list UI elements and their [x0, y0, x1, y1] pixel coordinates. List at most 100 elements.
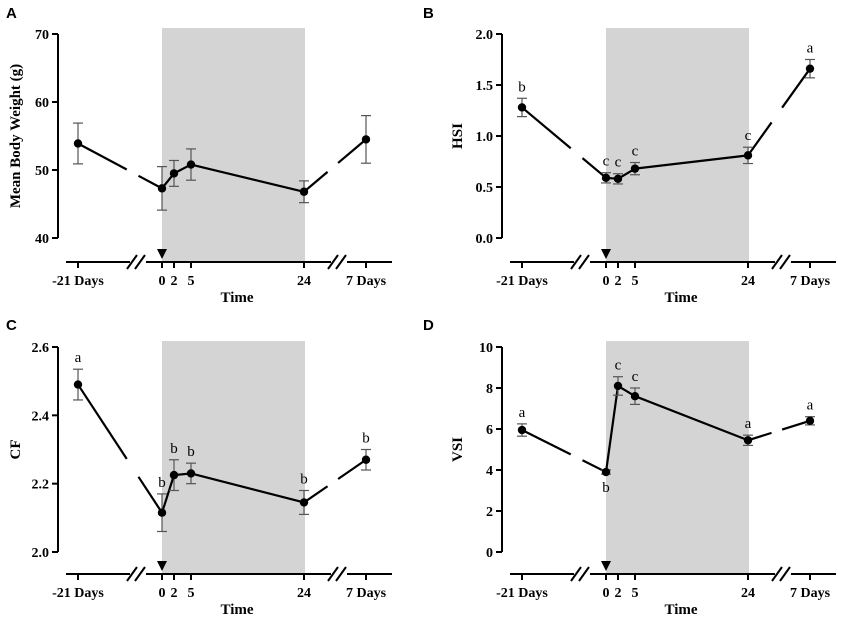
panel-b-x-axis-title: Time — [664, 290, 697, 306]
panel-a-y-tick-label: 70 — [35, 28, 49, 43]
panel-d-significance-label: a — [745, 416, 752, 432]
panel-d-x-tick-label: 0 — [603, 586, 610, 601]
panel-a-x-tick-label: -21 Days — [52, 274, 104, 289]
panel-d-x-tick-label: -21 Days — [496, 586, 548, 601]
panel-c-y-tick-label: 2.2 — [32, 478, 50, 493]
panel-b-shaded-region — [606, 28, 749, 262]
panel-a-data-point — [169, 169, 179, 178]
panel-a-y-tick-label: 60 — [35, 96, 49, 111]
panel-b-axis-break-mark — [771, 254, 783, 270]
panel-b-axis-break-mark — [779, 254, 791, 270]
panel-c-x-tick-label: 0 — [159, 586, 166, 601]
panel-b-y-tick-label: 0.0 — [476, 232, 494, 247]
panel-b-significance-label: c — [745, 128, 752, 144]
panel-b-significance-label: c — [603, 154, 610, 170]
panel-a-series-line — [303, 171, 329, 193]
panel-c-data-point — [186, 469, 196, 478]
panel-b-data-point — [613, 174, 623, 184]
panel-a-exposure-marker-icon — [157, 249, 167, 259]
panel-c-significance-label: a — [75, 350, 82, 366]
panel-d-letter: D — [423, 317, 434, 334]
panel-c-y-tick-label: 2.0 — [32, 546, 50, 561]
panel-a-series-line — [137, 174, 163, 190]
panel-d-x-tick-label: 7 Days — [790, 586, 831, 601]
panel-c-data-point — [73, 380, 83, 389]
panel-c-letter: C — [6, 317, 17, 334]
panel-b-y-tick-label: 1.5 — [476, 79, 494, 94]
panel-d-data-point — [630, 392, 640, 401]
panel-b-y-tick-label: 0.5 — [476, 181, 494, 196]
panel-b-y-tick-label: 1.0 — [476, 130, 494, 145]
panel-d-y-tick-label: 0 — [486, 546, 493, 561]
panel-c-significance-label: b — [300, 472, 308, 488]
panel-c-x-tick-label: -21 Days — [52, 586, 104, 601]
panel-c-axis-break-mark — [126, 566, 138, 582]
panel-a-y-tick-label: 40 — [35, 232, 49, 247]
panel-b-data-point — [517, 103, 527, 112]
panel-a-axis-break-mark — [126, 254, 138, 270]
panel-b-y-axis-title: HSI — [450, 123, 466, 149]
panel-a-shaded-region — [162, 28, 305, 262]
panel-c-axis-break-mark — [134, 566, 146, 582]
panel-d-y-axis-title: VSI — [450, 437, 466, 462]
panel-c-axis-break-mark — [335, 566, 347, 582]
panel-c-x-axis-title: Time — [220, 602, 253, 618]
panel-b-x-tick-label: 5 — [632, 274, 639, 289]
panel-c-data-point — [299, 498, 309, 507]
panel-c-x-tick-label: 2 — [171, 586, 178, 601]
panel-d-axis-break-mark — [779, 566, 791, 582]
panel-a-x-axis-title: Time — [220, 290, 253, 306]
panel-b-series-line — [781, 68, 811, 109]
panel-c-series-line — [337, 458, 367, 480]
panel-a-y-tick-label: 50 — [35, 164, 49, 179]
panel-d-data-point — [743, 436, 753, 445]
panel-b-significance-label: c — [615, 155, 622, 171]
panel-d-y-tick-label: 2 — [486, 505, 493, 520]
panel-d-series-line — [604, 385, 620, 473]
panel-b-significance-label: b — [518, 79, 526, 95]
panel-d-shaded-region — [606, 341, 749, 574]
panel-d-data-point — [517, 425, 527, 435]
panel-b-data-point — [630, 164, 640, 173]
panel-d-data-point — [601, 467, 611, 477]
panel-b-x-tick-label: -21 Days — [496, 274, 548, 289]
panel-d-y-tick-label: 10 — [479, 341, 493, 356]
panel-c-x-tick-label: 5 — [188, 586, 195, 601]
panel-c-x-tick-label: 7 Days — [346, 586, 387, 601]
panel-d-x-axis-title: Time — [664, 602, 697, 618]
panel-d-series-line — [521, 429, 572, 456]
panel-b-axis-break-mark — [570, 254, 582, 270]
panel-b-x-tick-label: 7 Days — [790, 274, 831, 289]
panel-d-y-tick-label: 4 — [486, 464, 493, 479]
panel-b-data-point — [601, 173, 611, 183]
panel-c-y-tick-label: 2.4 — [32, 409, 50, 424]
panel-b-significance-label: c — [632, 144, 639, 160]
panel-c-axis-break-mark — [327, 566, 339, 582]
panel-c-series-line — [160, 474, 176, 514]
panel-b: B 0.0 0.5 1.0 1.5 2.0 HSI -21 Days 0 2 5 24 7 Days Ti… — [423, 5, 836, 306]
panel-b-data-point — [805, 64, 815, 73]
panel-c-data-point — [361, 455, 371, 464]
panel-c: C 2.0 2.2 2.4 2.6 CF -21 Days 0 2 5 24 7 Days Time a b… — [6, 317, 392, 618]
panel-a-data-point — [299, 187, 309, 196]
panel-d-significance-label: a — [519, 405, 526, 421]
panel-c-significance-label: b — [158, 475, 166, 491]
panel-c-data-point — [157, 508, 167, 517]
panel-a-data-point — [186, 160, 196, 169]
panel-c-x-tick-label: 24 — [297, 586, 311, 601]
panel-d-x-tick-label: 2 — [615, 586, 622, 601]
panel-a-letter: A — [6, 5, 17, 22]
panel-c-exposure-marker-icon — [157, 561, 167, 571]
panel-d-y-tick-label: 8 — [486, 382, 493, 397]
panel-a: A 40 50 60 70 Mean Body Weight (g) -21 Days 0 2 5… — [6, 5, 392, 306]
panel-b-data-point — [743, 151, 753, 160]
panel-a-data-point — [157, 184, 167, 193]
panel-d-axis-break-mark — [570, 566, 582, 582]
panel-a-axis-break-mark — [327, 254, 339, 270]
panel-a-y-axis-title: Mean Body Weight (g) — [8, 64, 24, 208]
panel-c-data-point — [169, 470, 179, 480]
panel-c-series-line — [137, 476, 163, 514]
